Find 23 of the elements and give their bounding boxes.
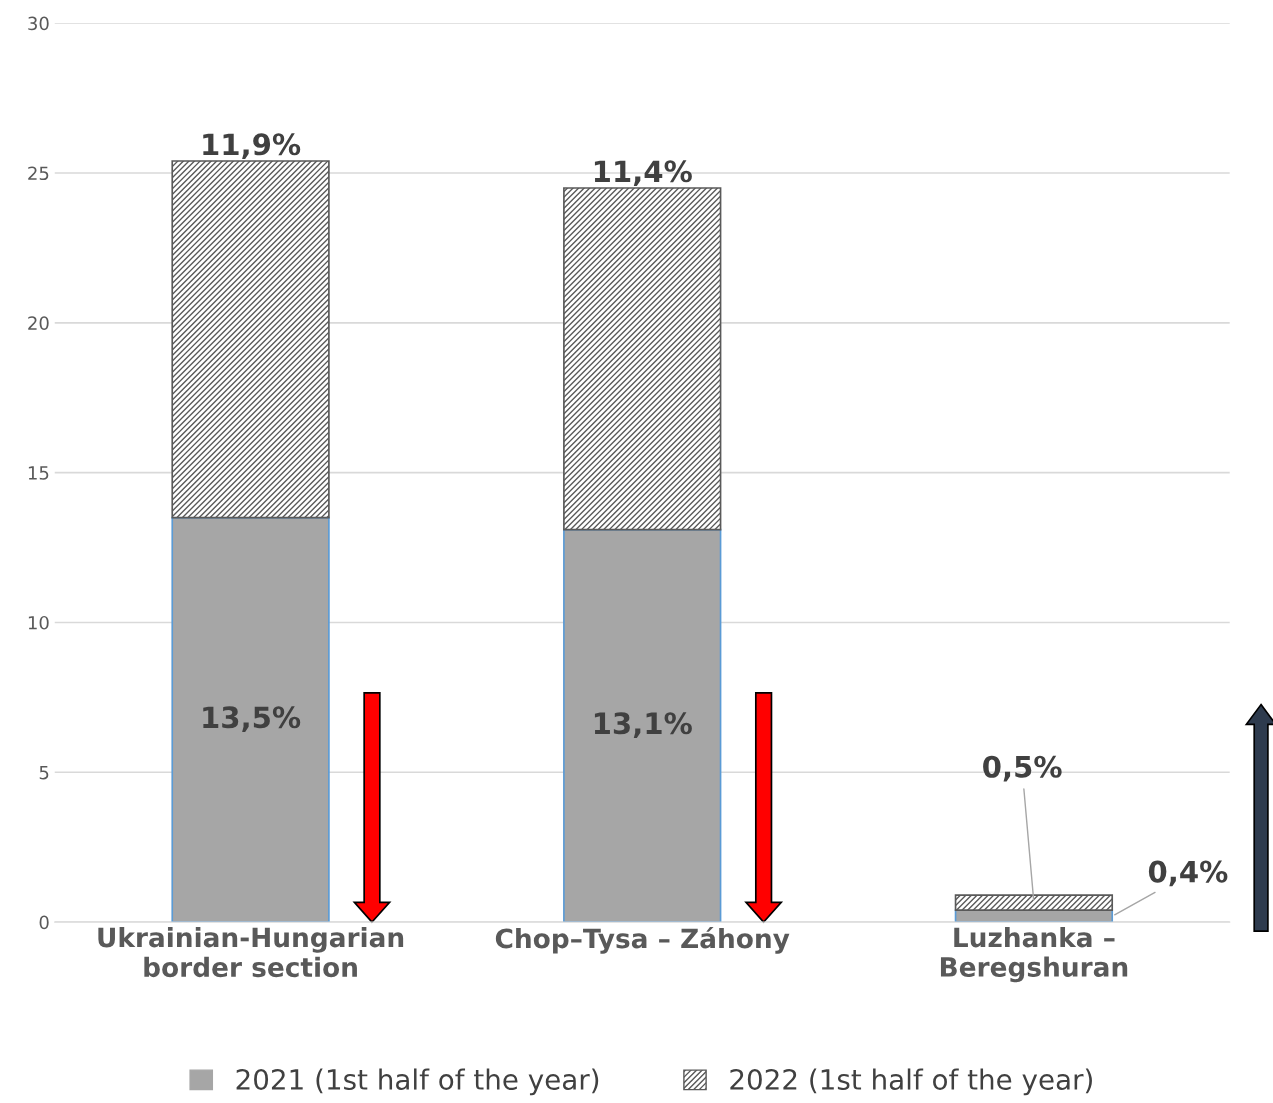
data-label: 0,4% [1148, 860, 1228, 887]
y-tick-label: 30 [28, 16, 49, 31]
data-label: 0,5% [983, 755, 1062, 782]
legend-label: 2021 (1st half of the year) [236, 1068, 599, 1096]
y-tick-label: 25 [28, 166, 49, 181]
bar [954, 894, 1114, 911]
bar [563, 528, 722, 923]
x-tick-label: Chop–Tysa – Záhony [495, 926, 790, 954]
bar [171, 160, 330, 519]
y-tick-label: 5 [39, 765, 49, 780]
data-label: 13,5% [203, 706, 301, 733]
x-tick-label: Ukrainian-Hungarian border section [98, 926, 404, 978]
data-label: 13,1% [594, 712, 692, 739]
data-label: 11,4% [594, 160, 692, 187]
y-tick-label: 15 [28, 466, 49, 480]
y-tick-label: 20 [28, 316, 49, 330]
bar [563, 187, 722, 531]
bar [171, 516, 330, 923]
y-tick-label: 0 [39, 915, 49, 930]
data-label: 11,9% [203, 133, 301, 160]
y-tick-label: 10 [28, 615, 49, 630]
legend-label: 2022 (1st half of the year) [730, 1068, 1092, 1096]
x-tick-label: Luzhanka – Beregshuran [940, 926, 1128, 983]
